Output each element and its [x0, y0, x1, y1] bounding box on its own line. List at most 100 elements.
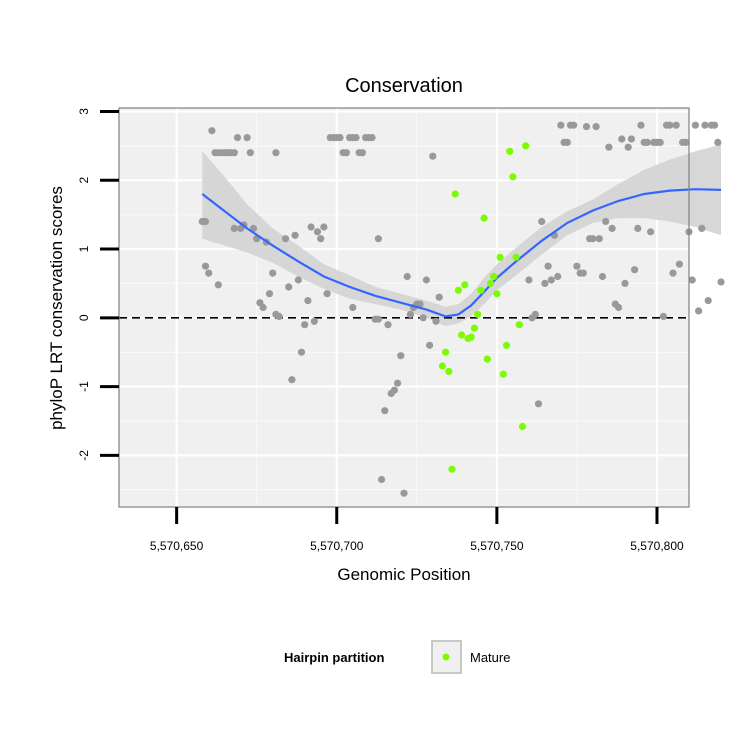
- data-point-other: [336, 134, 344, 142]
- data-point-mature: [486, 279, 495, 287]
- data-point-other: [201, 217, 210, 226]
- data-point-other: [538, 217, 546, 226]
- data-point-other: [695, 307, 703, 315]
- data-point-other: [307, 223, 315, 231]
- data-point-mature: [470, 324, 478, 332]
- data-point-other: [313, 228, 322, 236]
- data-point-other: [285, 283, 293, 291]
- data-point-other: [432, 317, 440, 325]
- data-point-other: [342, 149, 350, 157]
- data-point-other: [573, 262, 581, 270]
- data-point-other: [320, 223, 328, 231]
- data-point-other: [378, 475, 386, 484]
- data-point-other: [429, 152, 437, 160]
- points-other: [198, 121, 725, 497]
- x-tick-label: 5,570,650: [150, 539, 204, 553]
- data-point-other: [272, 149, 280, 157]
- legend-key: [431, 640, 462, 674]
- data-point-other: [698, 224, 706, 232]
- data-point-other: [301, 321, 309, 329]
- data-point-mature: [474, 310, 482, 318]
- data-point-mature: [477, 286, 485, 294]
- data-point-other: [397, 352, 405, 360]
- data-point-other: [666, 121, 674, 129]
- data-point-mature: [454, 286, 462, 294]
- data-point-mature: [490, 272, 498, 281]
- y-tick-label: 1: [77, 245, 91, 252]
- legend: Hairpin partition Mature: [284, 640, 510, 674]
- data-point-other: [579, 269, 587, 277]
- data-point-other: [557, 121, 565, 129]
- data-point-mature: [438, 362, 446, 370]
- data-point-mature: [451, 190, 459, 198]
- data-point-other: [374, 235, 382, 243]
- data-point-mature: [461, 281, 469, 289]
- data-point-other: [531, 310, 539, 318]
- x-tick-label: 5,570,800: [630, 539, 684, 553]
- plot-border: [118, 107, 690, 508]
- data-point-mature: [448, 465, 456, 473]
- data-point-mature: [442, 348, 450, 356]
- data-point-other: [243, 134, 251, 142]
- data-point-other: [554, 272, 562, 281]
- data-point-other: [317, 235, 325, 243]
- data-point-other: [233, 134, 242, 142]
- data-point-other: [672, 121, 680, 129]
- data-point-other: [281, 235, 290, 243]
- data-point-other: [541, 279, 549, 287]
- smooth-trend-line: [201, 188, 722, 318]
- data-point-other: [374, 315, 382, 323]
- legend-title: Hairpin partition: [284, 650, 384, 665]
- data-point-other: [701, 121, 709, 129]
- legend-label-mature: Mature: [470, 650, 510, 665]
- data-point-mature: [499, 370, 507, 378]
- data-point-other: [592, 123, 600, 131]
- data-point-other: [669, 269, 677, 277]
- data-point-other: [426, 341, 434, 349]
- data-point-other: [534, 400, 543, 408]
- data-point-other: [297, 348, 306, 356]
- points-mature: [438, 142, 530, 473]
- data-point-other: [634, 224, 642, 232]
- data-point-other: [659, 312, 668, 320]
- data-point-other: [637, 121, 645, 129]
- data-point-other: [627, 135, 636, 143]
- data-point-other: [358, 149, 366, 157]
- data-point-other: [291, 231, 299, 239]
- data-point-other: [675, 260, 684, 268]
- y-axis: 3 2 1 0 -1 -2: [77, 108, 119, 461]
- data-point-other: [682, 138, 690, 146]
- data-point-other: [563, 138, 571, 146]
- plot-area: [118, 107, 725, 508]
- data-point-other: [711, 121, 719, 129]
- y-tick-label: 2: [77, 177, 91, 184]
- data-point-other: [368, 134, 376, 142]
- data-point-mature: [493, 290, 501, 298]
- data-point-other: [352, 134, 360, 142]
- data-point-other: [265, 290, 274, 298]
- data-point-other: [570, 121, 578, 129]
- data-point-other: [598, 272, 607, 281]
- data-point-other: [618, 135, 626, 143]
- data-point-other: [656, 138, 664, 146]
- x-tick-label: 5,570,700: [310, 539, 364, 553]
- data-point-other: [608, 224, 616, 232]
- data-point-other: [582, 123, 591, 131]
- data-point-mature: [512, 253, 520, 261]
- data-point-other: [647, 228, 655, 236]
- data-point-other: [631, 266, 639, 274]
- y-axis-label: phyloP LRT conservation scores: [47, 186, 66, 430]
- data-point-other: [349, 303, 357, 312]
- data-point-other: [205, 269, 213, 277]
- data-point-other: [691, 121, 700, 129]
- data-point-other: [547, 276, 555, 284]
- data-point-mature: [467, 333, 475, 341]
- data-point-other: [323, 290, 331, 298]
- data-point-mature: [502, 341, 511, 349]
- data-point-other: [288, 376, 296, 384]
- data-point-other: [230, 149, 238, 157]
- data-point-mature: [483, 355, 491, 363]
- data-point-other: [304, 297, 312, 305]
- data-point-mature: [518, 422, 527, 431]
